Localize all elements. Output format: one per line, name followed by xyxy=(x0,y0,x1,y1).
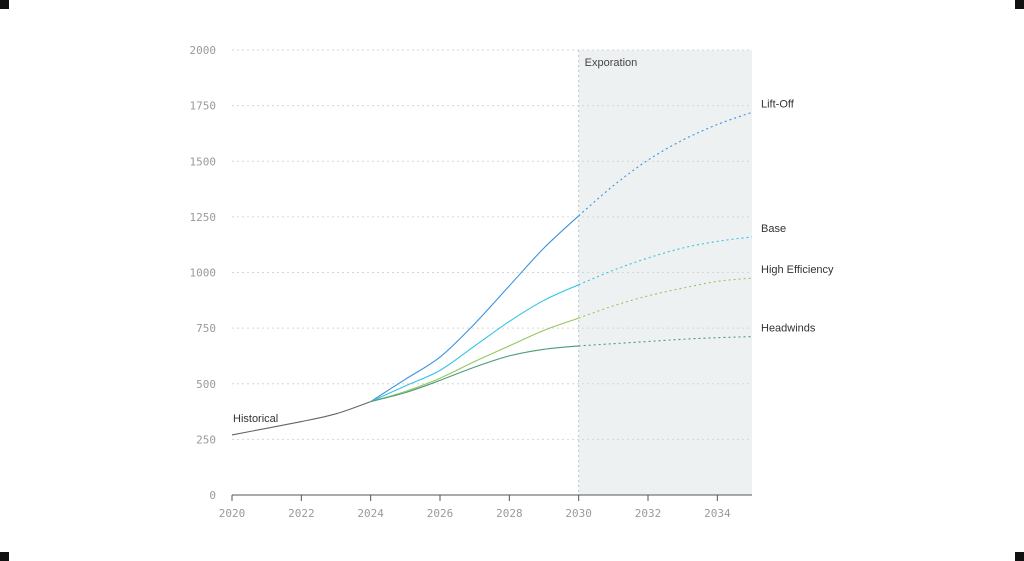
series-line-base xyxy=(370,284,579,403)
gridlines xyxy=(232,49,752,440)
y-tick-label: 500 xyxy=(196,378,216,391)
series-label-high-efficiency: High Efficiency xyxy=(761,264,834,276)
series-lines xyxy=(231,111,753,436)
corner-mark-bottom-left xyxy=(0,552,9,561)
x-tick-label: 2030 xyxy=(565,507,592,520)
series-label-historical: Historical xyxy=(233,413,278,425)
corner-mark-top-right xyxy=(1015,0,1024,9)
exploration-region: Exporation xyxy=(578,50,752,495)
y-tick-label: 1250 xyxy=(190,211,217,224)
series-line-high-efficiency-projection xyxy=(578,277,753,319)
corner-mark-bottom-right xyxy=(1015,552,1024,561)
y-tick-label: 1000 xyxy=(190,267,217,280)
axes: 0 250 500 750 1000 1250 1500 1750 2000 2020 2022 20… xyxy=(190,44,752,520)
y-tick-label: 250 xyxy=(196,433,216,446)
series-labels: Historical Lift-Off Base High Efficiency Hea… xyxy=(233,98,834,425)
x-tick-label: 2032 xyxy=(635,507,662,520)
y-tick-label: 750 xyxy=(196,322,216,335)
series-line-lift-off-projection xyxy=(578,111,753,217)
x-tick-label: 2034 xyxy=(704,507,731,520)
series-label-base: Base xyxy=(761,223,786,235)
y-tick-label: 0 xyxy=(209,489,216,502)
series-line-historical xyxy=(231,401,371,436)
x-tick-label: 2020 xyxy=(219,507,246,520)
series-line-high-efficiency xyxy=(370,317,579,403)
x-tick-label: 2026 xyxy=(427,507,454,520)
series-line-headwinds xyxy=(370,345,579,403)
series-label-lift-off: Lift-Off xyxy=(761,98,795,110)
x-tick-label: 2028 xyxy=(496,507,523,520)
series-label-headwinds: Headwinds xyxy=(761,323,816,335)
series-line-headwinds-projection xyxy=(578,336,753,347)
y-tick-label: 1750 xyxy=(190,100,217,113)
y-tick-label: 2000 xyxy=(190,44,217,57)
x-tick-label: 2022 xyxy=(288,507,315,520)
series-line-lift-off xyxy=(370,215,580,403)
x-tick-label: 2024 xyxy=(357,507,384,520)
y-tick-label: 1500 xyxy=(190,155,217,168)
corner-mark-top-left xyxy=(0,0,9,9)
exploration-region-shade xyxy=(578,50,752,495)
exploration-region-label: Exporation xyxy=(585,57,638,69)
